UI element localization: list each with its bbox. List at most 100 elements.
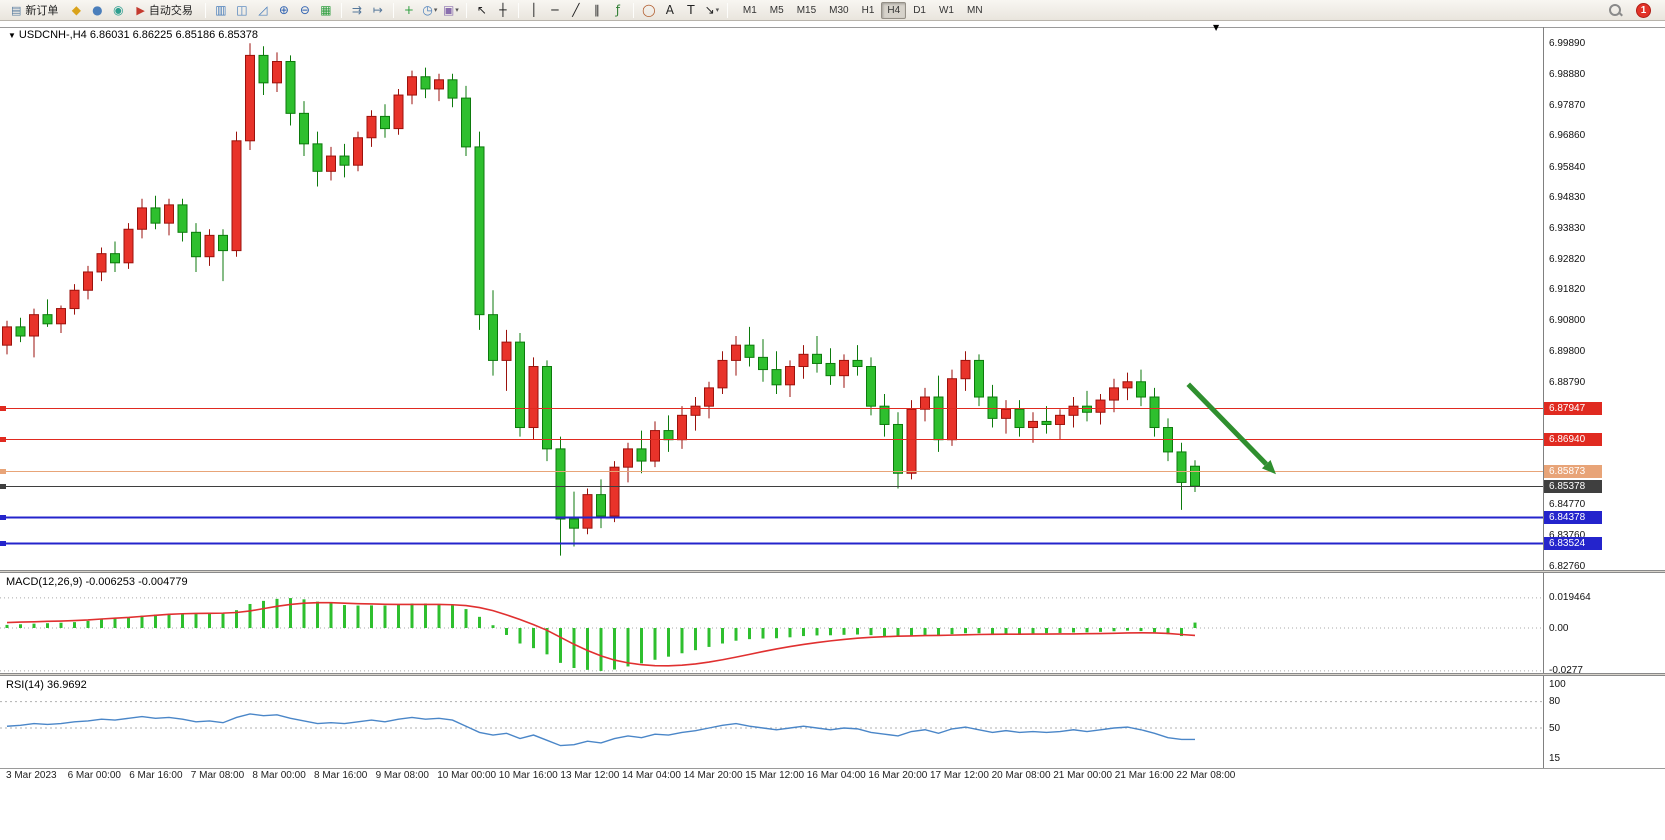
horizontal-line-icon[interactable]: ─ [551, 3, 559, 17]
candlestick-chart[interactable] [0, 27, 1543, 570]
market-icon[interactable]: ◉ [113, 3, 124, 17]
resistance-line-tag: 6.87947 [1544, 401, 1602, 415]
price-tick-label: 6.88790 [1549, 376, 1586, 388]
time-tick-label: 14 Mar 04:00 [622, 770, 681, 781]
bar-shift-marker-icon[interactable]: ▼ [1213, 23, 1220, 32]
level-handle[interactable] [0, 469, 6, 474]
macd-axis-label: -0.0277 [1549, 665, 1583, 677]
chart-menu-icon[interactable]: ▼ [8, 31, 16, 40]
autotrading-button[interactable]: ▶ 自动交易 [129, 1, 199, 19]
vertical-line-icon[interactable]: │ [530, 3, 538, 17]
rsi-chart[interactable] [0, 676, 1543, 768]
time-tick-label: 13 Mar 12:00 [560, 770, 620, 781]
trend-arrow[interactable] [1186, 382, 1269, 466]
time-tick-label: 16 Mar 20:00 [868, 770, 928, 781]
timeframe-m30[interactable]: M30 [829, 4, 849, 16]
panel-splitter[interactable] [0, 673, 1665, 676]
timeframe-d1[interactable]: D1 [913, 4, 926, 16]
candles-series [2, 43, 1200, 556]
time-tick-label: 8 Mar 16:00 [314, 770, 368, 781]
panel-splitter[interactable] [0, 570, 1665, 573]
toolbar-separator [204, 2, 206, 18]
toolbar-separator [340, 2, 342, 18]
price-tick-label: 6.99890 [1549, 38, 1586, 49]
trend-arrow-head [1261, 459, 1276, 475]
timeframe-m1[interactable]: M1 [742, 4, 757, 16]
level-handle[interactable] [0, 484, 6, 489]
toolbar-separator [632, 2, 634, 18]
main-toolbar: ▤ 新订单 ◆ ● ◉ ▶ 自动交易 ▥ ◫ ◿ ⊕ ⊖ ▦ ⇉ ↦ + ◷ ▾ ▣ ▾ ↖ ┼ │ ─ ╱ ∥ ƒ ◯ A T ↘ ▾ M1 M… [0, 0, 1665, 21]
level-handle[interactable] [0, 515, 6, 520]
trendline-icon[interactable]: ╱ [572, 3, 580, 17]
autotrading-label: 自动交易 [148, 5, 193, 17]
timeframe-h4[interactable]: H4 [881, 1, 907, 19]
macd-chart[interactable] [0, 573, 1543, 673]
time-tick-label: 6 Mar 00:00 [67, 770, 121, 781]
text-icon[interactable]: A [665, 3, 674, 17]
price-tick-label: 6.95840 [1549, 161, 1586, 173]
time-tick-label: 8 Mar 00:00 [252, 770, 306, 781]
level-handle[interactable] [0, 406, 6, 411]
time-tick-label: 9 Mar 08:00 [375, 770, 429, 781]
new-order-button[interactable]: ▤ 新订单 [4, 1, 65, 19]
cursor-icon[interactable]: ↖ [476, 3, 487, 17]
new-order-icon: ▤ [11, 3, 22, 17]
price-tick-label: 6.96860 [1549, 130, 1586, 142]
price-axis[interactable] [1543, 27, 1665, 768]
price-tick-label: 6.83760 [1549, 529, 1586, 541]
arrows-icon[interactable]: ↘ ▾ [704, 3, 720, 17]
zoom-out-icon[interactable]: ⊖ [299, 3, 310, 17]
time-tick-label: 22 Mar 08:00 [1176, 770, 1236, 781]
timeframe-m15[interactable]: M15 [796, 4, 817, 16]
level-handle[interactable] [0, 541, 6, 546]
support-line-tag: 6.85873 [1544, 464, 1602, 478]
fibonacci-icon[interactable]: ƒ [615, 3, 620, 17]
chart-title-text: USDCNH-,H4 6.86031 6.86225 6.85186 6.853… [18, 29, 259, 41]
macd-title: MACD(12,26,9) -0.006253 -0.004779 [6, 576, 188, 588]
macd-axis-label: 0.019464 [1549, 592, 1591, 604]
time-tick-label: 10 Mar 16:00 [498, 770, 558, 781]
time-axis-border [0, 768, 1665, 769]
indicators-icon[interactable]: + [403, 3, 414, 17]
toolbar-separator [465, 2, 467, 18]
grid-icon[interactable]: ▦ [320, 3, 332, 17]
timeframe-h1[interactable]: H1 [861, 4, 875, 16]
zoom-in-icon[interactable]: ⊕ [278, 3, 289, 17]
search-icon[interactable] [1609, 3, 1622, 17]
line-chart-icon[interactable]: ◿ [258, 3, 268, 17]
time-tick-label: 21 Mar 00:00 [1053, 770, 1113, 781]
dropdown-caret-icon: ▾ [433, 6, 438, 14]
price-tick-label: 6.82760 [1549, 560, 1586, 572]
timeframe-toolbar: M1 M5 M15 M30 H1 H4 D1 W1 MN [737, 1, 989, 19]
crosshair-icon[interactable]: ┼ [499, 3, 507, 17]
support-line-tag: 6.83524 [1544, 536, 1602, 550]
shapes-icon[interactable]: ◯ [642, 3, 656, 17]
macd-histogram [5, 598, 1197, 671]
channel-icon[interactable]: ∥ [593, 3, 600, 17]
notification-badge[interactable]: 1 [1636, 2, 1651, 18]
chart-shift-icon[interactable]: ↦ [372, 3, 383, 17]
price-axis-border [1543, 27, 1544, 768]
community-icon[interactable]: ● [92, 3, 103, 17]
time-tick-label: 20 Mar 08:00 [991, 770, 1051, 781]
time-tick-label: 15 Mar 12:00 [745, 770, 805, 781]
time-axis[interactable]: 3 Mar 2023 6 Mar 00:00 6 Mar 16:00 7 Mar 08… [0, 770, 1665, 786]
macd-axis-label: 0.00 [1549, 622, 1569, 634]
period-icon[interactable]: ◷ ▾ [422, 3, 438, 17]
candlestick-chart-icon[interactable]: ◫ [236, 3, 248, 17]
auto-scroll-icon[interactable]: ⇉ [351, 3, 362, 17]
label-icon[interactable]: T [687, 3, 695, 17]
timeframe-m5[interactable]: M5 [769, 4, 784, 16]
price-tick-label: 6.98880 [1549, 68, 1586, 80]
time-tick-label: 6 Mar 16:00 [129, 770, 183, 781]
rsi-axis-label: 80 [1549, 696, 1561, 708]
dropdown-caret-icon: ▾ [715, 6, 720, 14]
mql5-icon[interactable]: ◆ [71, 3, 82, 17]
toolbar-right: 1 [1609, 2, 1661, 18]
timeframe-mn[interactable]: MN [966, 4, 983, 16]
templates-icon[interactable]: ▣ ▾ [442, 3, 459, 17]
level-handle[interactable] [0, 437, 6, 442]
timeframe-w1[interactable]: W1 [938, 4, 954, 16]
bar-chart-icon[interactable]: ▥ [215, 3, 227, 17]
